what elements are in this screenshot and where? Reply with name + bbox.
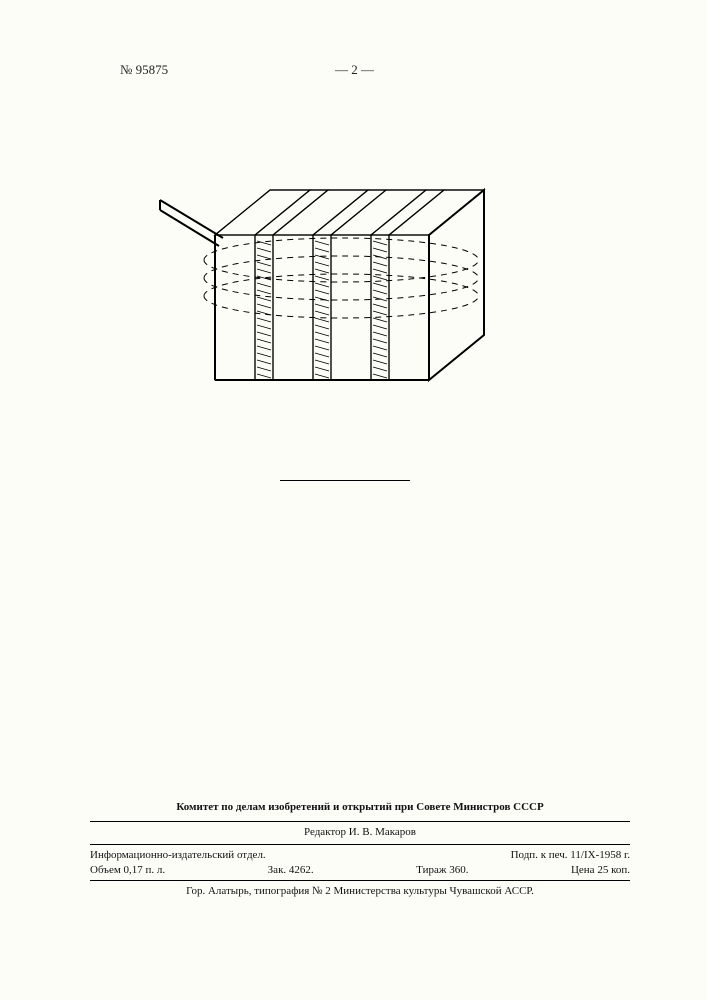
rule bbox=[90, 821, 630, 822]
section-divider bbox=[280, 480, 410, 481]
tirage: Тираж 360. bbox=[416, 863, 468, 878]
imprint-row-1: Информационно-издательский отдел. Подп. … bbox=[90, 848, 630, 863]
technical-figure bbox=[155, 130, 505, 410]
rule bbox=[90, 844, 630, 845]
imprint-row-2: Объем 0,17 п. л. Зак. 4262. Тираж 360. Ц… bbox=[90, 863, 630, 878]
committee-line: Комитет по делам изобретений и открытий … bbox=[90, 800, 630, 815]
printer-line: Гор. Алатырь, типография № 2 Министерств… bbox=[90, 884, 630, 899]
editor-line: Редактор И. В. Макаров bbox=[90, 825, 630, 840]
order-no: Зак. 4262. bbox=[268, 863, 314, 878]
pub-dept: Информационно-издательский отдел. bbox=[90, 848, 266, 863]
price: Цена 25 коп. bbox=[571, 863, 630, 878]
document-number: № 95875 bbox=[120, 62, 168, 78]
rule bbox=[90, 880, 630, 881]
sign-date: Подп. к печ. 11/IX-1958 г. bbox=[511, 848, 630, 863]
colophon: Комитет по делам изобретений и открытий … bbox=[90, 800, 630, 899]
page-number: — 2 — bbox=[335, 62, 374, 78]
page: № 95875 — 2 — Комитет по делам изобретен… bbox=[0, 0, 707, 1000]
volume: Объем 0,17 п. л. bbox=[90, 863, 165, 878]
